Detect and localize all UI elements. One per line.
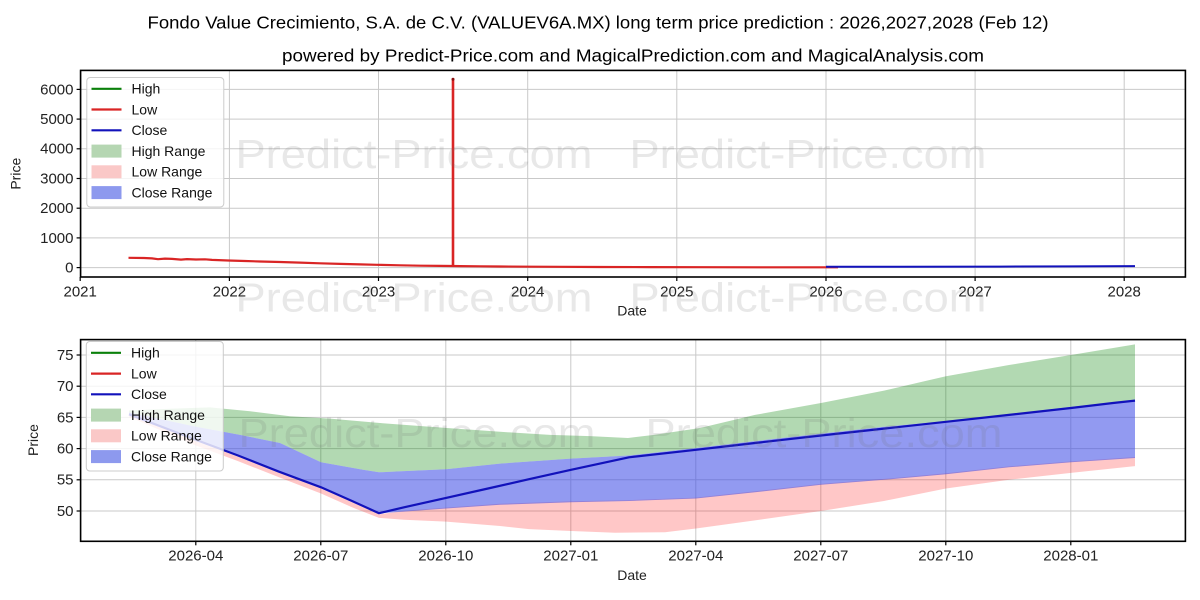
svg-text:Close Range: Close Range [132, 184, 213, 200]
svg-text:50: 50 [57, 503, 74, 520]
svg-text:1000: 1000 [40, 230, 73, 247]
svg-text:Close Range: Close Range [131, 448, 212, 464]
svg-text:High Range: High Range [132, 143, 206, 159]
svg-text:2026-10: 2026-10 [418, 548, 473, 565]
svg-text:2023: 2023 [362, 284, 395, 301]
svg-text:6000: 6000 [40, 81, 73, 98]
svg-text:2024: 2024 [511, 284, 544, 301]
svg-text:High: High [132, 81, 161, 97]
svg-text:4000: 4000 [40, 141, 73, 158]
svg-text:3000: 3000 [40, 170, 73, 187]
svg-text:Date: Date [617, 567, 647, 583]
svg-text:2026-07: 2026-07 [293, 548, 348, 565]
svg-text:5000: 5000 [40, 111, 73, 128]
svg-text:2026-04: 2026-04 [168, 548, 223, 565]
svg-text:2022: 2022 [213, 284, 246, 301]
svg-text:powered by Predict-Price.com a: powered by Predict-Price.com and Magical… [282, 46, 984, 66]
svg-text:2027-01: 2027-01 [543, 548, 598, 565]
svg-text:2027-10: 2027-10 [918, 548, 973, 565]
svg-text:60: 60 [57, 441, 74, 458]
svg-text:Predict-Price.com: Predict-Price.com [630, 131, 987, 177]
svg-text:Close: Close [131, 386, 167, 402]
svg-text:2021: 2021 [64, 284, 97, 301]
svg-text:Predict-Price.com: Predict-Price.com [239, 410, 596, 456]
svg-text:Low: Low [131, 365, 158, 381]
svg-text:2028: 2028 [1108, 284, 1141, 301]
svg-text:Predict-Price.com: Predict-Price.com [236, 275, 593, 321]
svg-text:Price: Price [25, 424, 41, 456]
svg-text:Date: Date [617, 303, 647, 319]
svg-text:70: 70 [57, 378, 74, 395]
svg-text:2027-07: 2027-07 [793, 548, 848, 565]
svg-text:Low Range: Low Range [132, 164, 203, 180]
svg-text:2027-04: 2027-04 [668, 548, 723, 565]
svg-text:Close: Close [132, 122, 168, 138]
svg-text:Predict-Price.com: Predict-Price.com [630, 275, 987, 321]
svg-text:Low Range: Low Range [131, 428, 202, 444]
svg-text:2026: 2026 [809, 284, 842, 301]
svg-text:65: 65 [57, 409, 74, 426]
svg-text:Predict-Price.com: Predict-Price.com [236, 131, 593, 177]
svg-text:2028-01: 2028-01 [1043, 548, 1098, 565]
svg-text:Low: Low [132, 101, 159, 117]
svg-text:Predict-Price.com: Predict-Price.com [646, 410, 1003, 456]
svg-text:High Range: High Range [131, 407, 205, 423]
svg-text:0: 0 [65, 260, 73, 277]
svg-text:High: High [131, 345, 160, 361]
svg-text:2000: 2000 [40, 200, 73, 217]
svg-text:75: 75 [57, 347, 74, 364]
svg-text:2025: 2025 [660, 284, 693, 301]
svg-text:Fondo Value Crecimiento, S.A.: Fondo Value Crecimiento, S.A. de C.V. (V… [148, 13, 1049, 33]
svg-text:Price: Price [8, 158, 24, 190]
svg-text:55: 55 [57, 472, 74, 489]
svg-text:2027: 2027 [958, 284, 991, 301]
